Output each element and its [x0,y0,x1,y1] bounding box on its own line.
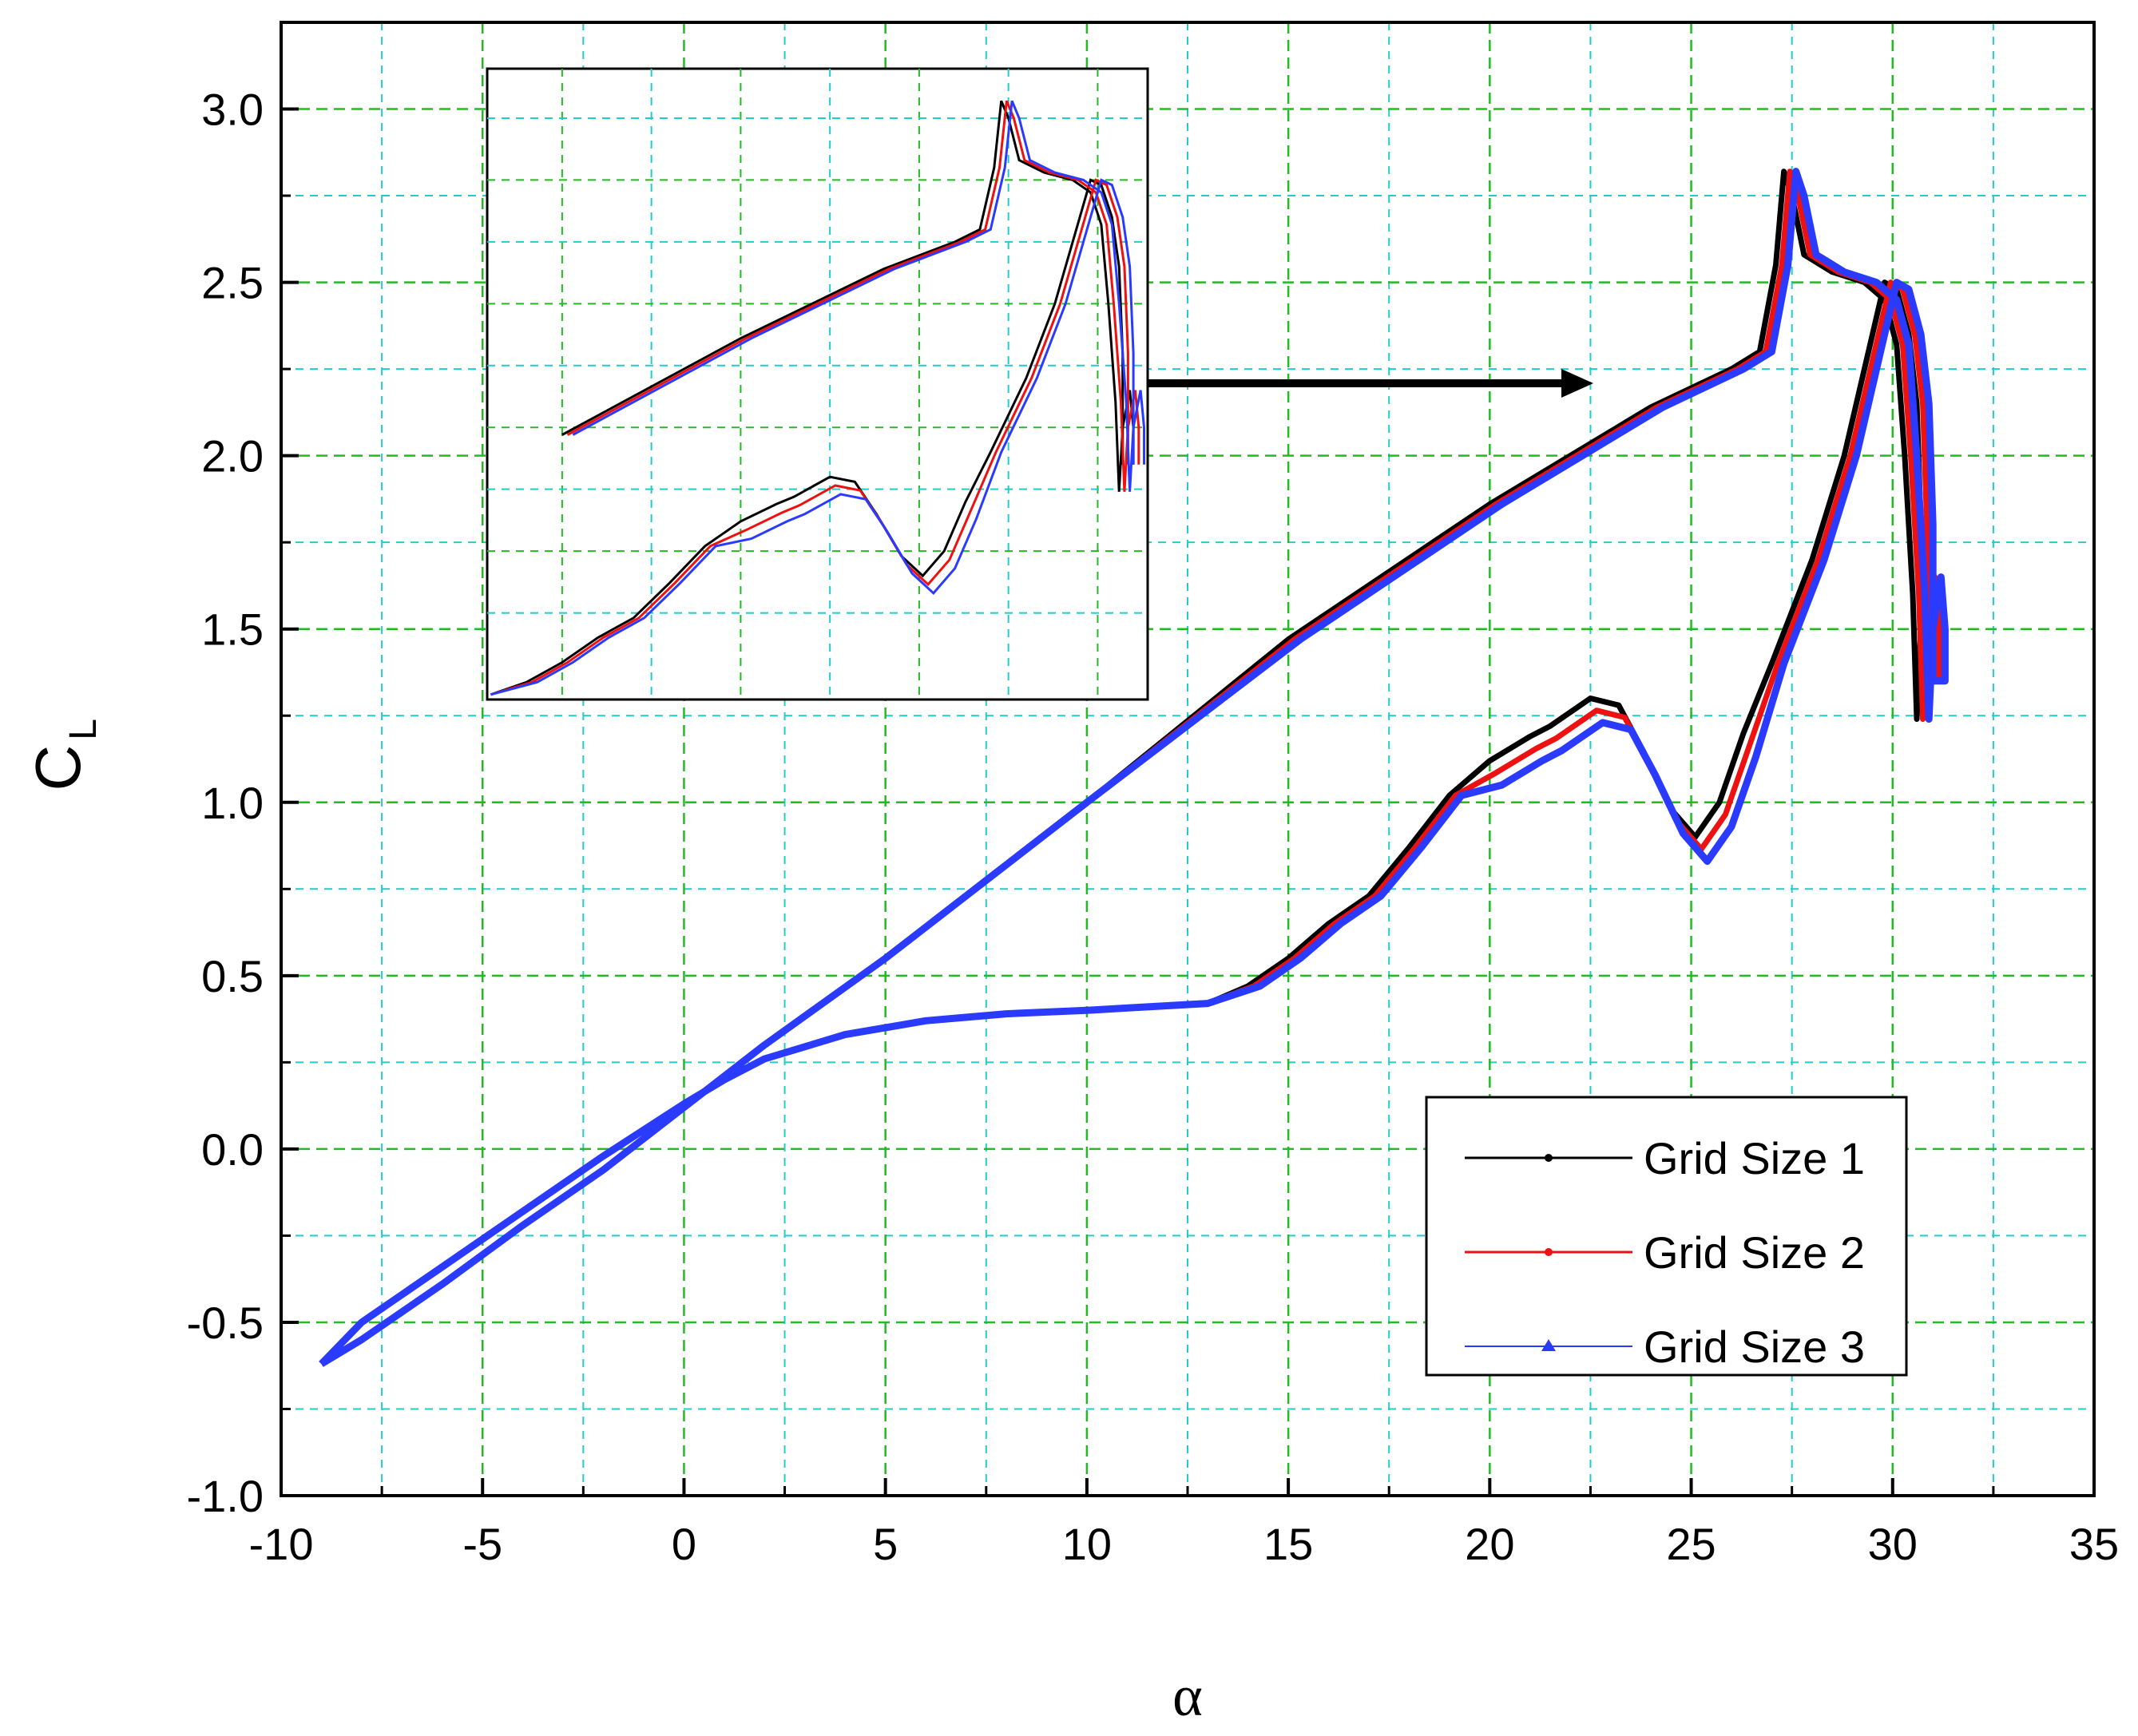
legend-marker-dot [1545,1248,1553,1256]
y-tick-label: 0.0 [201,1124,264,1175]
y-tick-label: 3.0 [201,85,264,135]
legend-label: Grid Size 2 [1644,1227,1865,1278]
inset-frame [486,67,1149,701]
legend-label: Grid Size 1 [1644,1133,1865,1183]
x-tick-label: 10 [1062,1519,1112,1569]
x-tick-label: 25 [1666,1519,1716,1569]
legend-box [1425,1096,1908,1377]
arrow-head [1561,369,1593,398]
y-tick-label: 0.5 [201,951,264,1001]
zoom-inset [486,67,1149,701]
legend-marker-triangle [1541,1339,1556,1351]
y-tick-label: 1.0 [201,778,264,828]
y-tick-label: 1.5 [201,604,264,655]
legend-item: Grid Size 1 [1465,1133,1865,1183]
legend-item: Grid Size 3 [1465,1322,1865,1372]
x-tick-label: 5 [873,1519,898,1569]
x-tick-label: 15 [1263,1519,1313,1569]
axis-ticks [280,107,2096,1497]
x-tick-label: -5 [462,1519,502,1569]
y-axis-label-main: C [22,745,93,791]
zoom-arrow [1148,369,1593,398]
x-axis-label: α [1172,1664,1203,1728]
x-tick-label: 0 [672,1519,696,1569]
inset-series-grid-size-3-up [490,178,1135,696]
x-tick-labels: -10 -5 0 5 10 15 20 25 30 35 [249,1519,2120,1569]
y-tick-label: -1.0 [187,1471,264,1521]
x-tick-label: 30 [1868,1519,1918,1569]
legend-marker-dot [1545,1154,1553,1162]
y-axis-label-sub: L [62,719,105,740]
series-grid-size-3 [319,168,1949,1367]
legend-label: Grid Size 3 [1644,1322,1865,1372]
inset-series-group [490,100,1145,696]
y-tick-label: 2.5 [201,258,264,308]
x-tick-label: -10 [249,1519,314,1569]
x-tick-label: 20 [1465,1519,1514,1569]
minor-grid [281,22,2094,1496]
inset-series-grid-size-2-down [566,100,1140,492]
series-group [319,168,1949,1367]
inset-series-grid-size-3-down [572,100,1145,492]
y-axis-label: C L [22,719,105,791]
legend: Grid Size 1 Grid Size 2 Grid Size 3 [1425,1096,1908,1377]
x-tick-label: 35 [2069,1519,2119,1569]
inset-series-grid-size-1-down [561,100,1135,492]
y-tick-label: -0.5 [187,1298,264,1348]
y-tick-labels: -1.0 -0.5 0.0 0.5 1.0 1.5 2.0 2.5 3.0 [187,85,264,1521]
legend-item: Grid Size 2 [1465,1227,1865,1278]
y-tick-label: 2.0 [201,431,264,482]
